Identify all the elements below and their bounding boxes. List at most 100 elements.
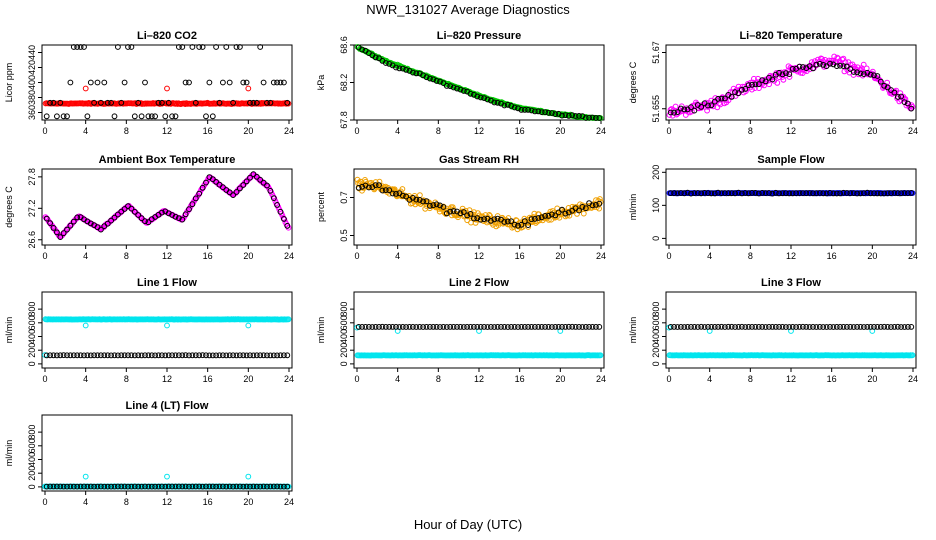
data-point: [718, 190, 725, 197]
x-tick-label: 12: [786, 374, 796, 384]
data-point: [420, 324, 427, 330]
data-point: [362, 324, 369, 330]
data-point: [582, 115, 589, 121]
data-point: [427, 75, 433, 82]
data-point: [552, 111, 559, 117]
data-point: [559, 206, 565, 213]
y-tick-label: 200: [339, 343, 349, 358]
panel-title: Line 2 Flow: [449, 277, 509, 289]
data-point: [386, 324, 393, 330]
panel-title: Sample Flow: [757, 154, 825, 166]
y-tick-label: 380: [27, 90, 37, 105]
data-point: [565, 323, 572, 330]
data-point: [874, 190, 881, 197]
data-point: [393, 324, 399, 330]
data-point: [549, 324, 555, 330]
data-point: [443, 83, 450, 89]
data-point: [739, 190, 745, 197]
data-point: [816, 190, 823, 196]
data-point: [233, 44, 240, 50]
data-point: [60, 113, 67, 120]
data-point: [555, 324, 562, 330]
data-point: [206, 352, 213, 359]
data-point: [711, 190, 718, 197]
data-point: [43, 215, 50, 222]
data-point: [50, 225, 57, 231]
data-point: [762, 324, 769, 330]
data-point: [871, 324, 877, 330]
data-point: [776, 69, 782, 76]
data-point: [837, 62, 843, 69]
data-point: [722, 95, 728, 102]
data-point: [281, 483, 287, 490]
y-axis-label: ml/min: [316, 317, 326, 344]
data-point: [833, 63, 840, 69]
data-point: [220, 184, 226, 191]
data-point: [267, 352, 274, 359]
data-point: [125, 44, 131, 50]
data-point: [901, 190, 908, 197]
data-point: [518, 324, 525, 330]
data-point: [902, 96, 909, 102]
data-point: [376, 324, 382, 330]
data-point: [464, 212, 471, 219]
x-tick-label: 4: [707, 251, 712, 261]
x-axis-title: Hour of Day (UTC): [413, 517, 523, 532]
data-point: [393, 191, 399, 197]
data-point: [488, 218, 494, 224]
panel-9: Line 3 Flow ml/min 0 4 8 12 16 20 24 0 20040060080…: [628, 277, 918, 384]
data-point: [98, 226, 104, 233]
series-2-black: [355, 44, 603, 121]
data-point: [596, 115, 603, 121]
data-point: [671, 109, 677, 116]
data-point: [772, 324, 779, 330]
y-tick-label: 0: [27, 361, 37, 366]
data-point: [372, 182, 379, 189]
data-point: [755, 324, 762, 330]
x-tick-label: 16: [203, 126, 213, 136]
y-tick-label: 27.8: [27, 168, 37, 186]
data-point: [410, 69, 416, 76]
data-point: [60, 230, 67, 237]
data-point: [182, 211, 189, 218]
data-point: [257, 352, 264, 359]
data-point: [379, 323, 386, 330]
data-point: [837, 324, 843, 330]
page-title: NWR_131027 Average Diagnostics: [366, 2, 570, 17]
data-point: [891, 324, 898, 330]
data-point: [443, 324, 450, 330]
data-point: [135, 352, 142, 359]
data-point: [691, 190, 698, 197]
data-point: [165, 483, 172, 490]
data-point: [131, 113, 138, 120]
data-point: [454, 324, 460, 330]
data-point: [355, 184, 362, 191]
data-point: [54, 352, 60, 359]
data-point: [474, 93, 481, 100]
data-point: [233, 352, 240, 359]
data-point: [47, 99, 53, 106]
data-point: [460, 324, 467, 330]
y-tick-label: 200: [651, 165, 661, 180]
data-point: [57, 234, 64, 241]
data-point: [698, 323, 705, 330]
data-point: [481, 216, 488, 223]
data-point: [874, 73, 881, 79]
data-point: [474, 215, 481, 222]
y-tick-label: 0.7: [339, 191, 349, 204]
data-point: [722, 324, 728, 330]
y-tick-label: 600: [339, 315, 349, 330]
data-point: [589, 202, 596, 209]
x-tick-label: 16: [827, 251, 837, 261]
data-point: [104, 483, 111, 490]
data-point: [549, 211, 555, 218]
data-point: [678, 105, 684, 112]
data-point: [182, 483, 189, 490]
data-point: [674, 324, 681, 330]
panel-title: Line 1 Flow: [137, 277, 197, 289]
data-point: [742, 324, 749, 330]
series-1-cyan: [354, 352, 604, 359]
data-point: [192, 195, 199, 202]
data-point: [399, 192, 406, 199]
data-point: [240, 483, 247, 490]
